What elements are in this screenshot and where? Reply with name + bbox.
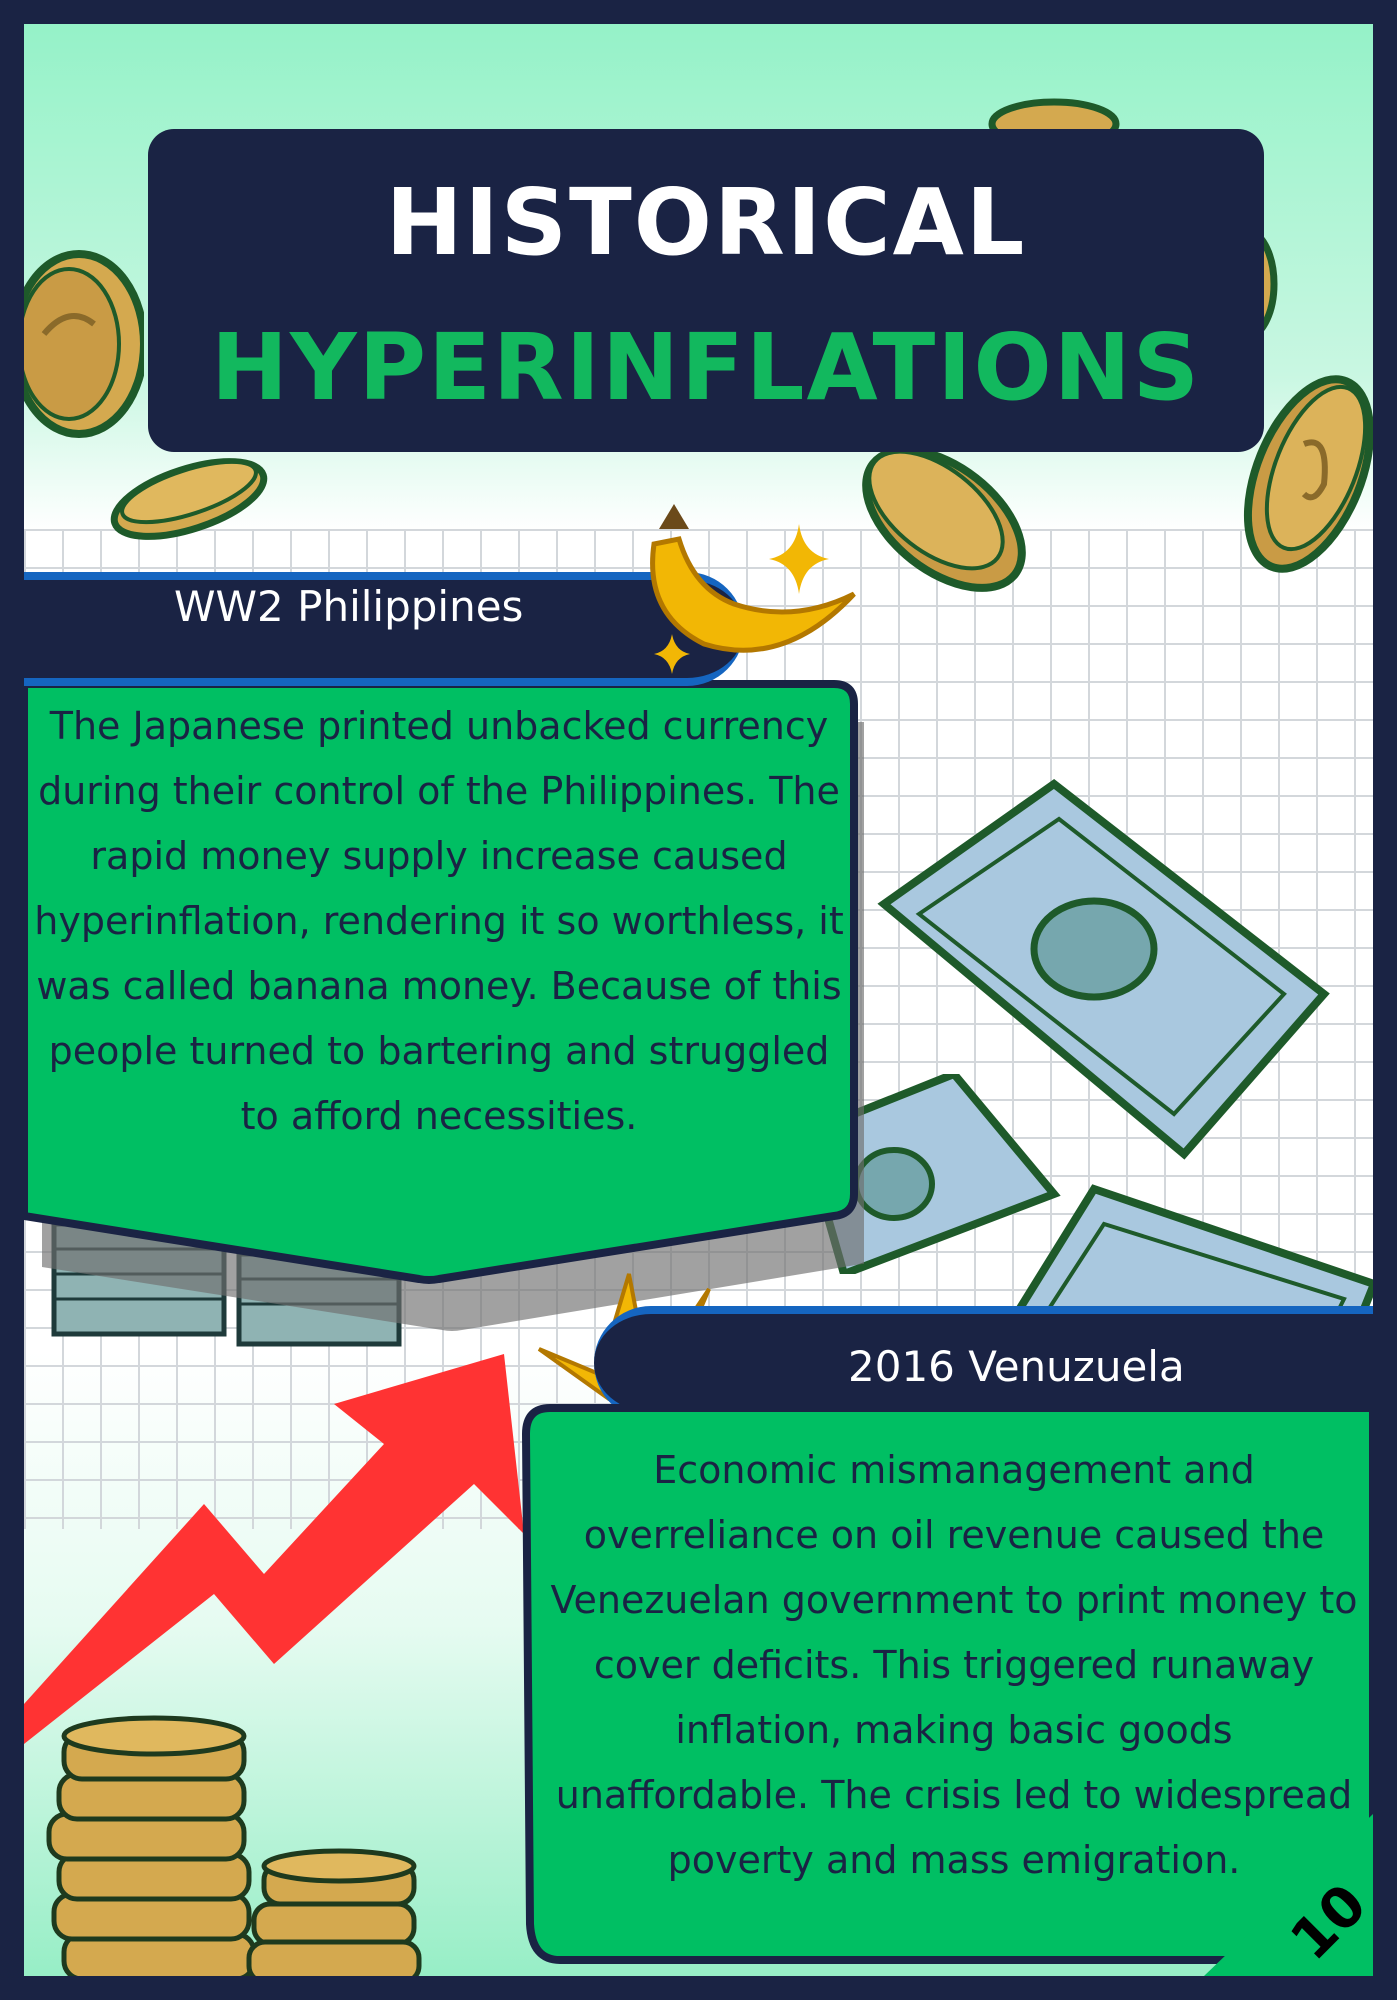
banknote-icon [877,779,1330,1160]
rising-arrow-icon [24,1354,524,1744]
page-title-line-1: HISTORICAL [385,169,1027,276]
coin-icon [24,250,144,438]
title-box: HISTORICAL HYPERINFLATIONS [148,129,1264,452]
banana-icon [650,504,856,653]
banknote-icon [799,1074,1061,1274]
coin-icon [862,446,1026,592]
section-2-body: Economic mismanagement and overreliance … [550,1448,1358,1882]
coin-stack-icon [46,1715,422,1976]
page-corner [1204,1814,1373,1976]
section-1-heading: WW2 Philippines [174,582,524,631]
section-1-banner [24,572,744,686]
section-1-card [24,680,864,1331]
section-2-card [521,1404,1373,1964]
section-2-heading: 2016 Venuzuela [848,1342,1185,1391]
coin-icon [110,458,268,540]
coin-icon [1243,375,1373,573]
sparkle-icon [769,524,829,594]
page-background: HISTORICAL HYPERINFLATIONS W [24,24,1373,1976]
sparkle-icon [654,634,690,674]
section-1-body: The Japanese printed unbacked currency d… [34,704,844,1138]
page-title-line-2: HYPERINFLATIONS [211,314,1201,421]
